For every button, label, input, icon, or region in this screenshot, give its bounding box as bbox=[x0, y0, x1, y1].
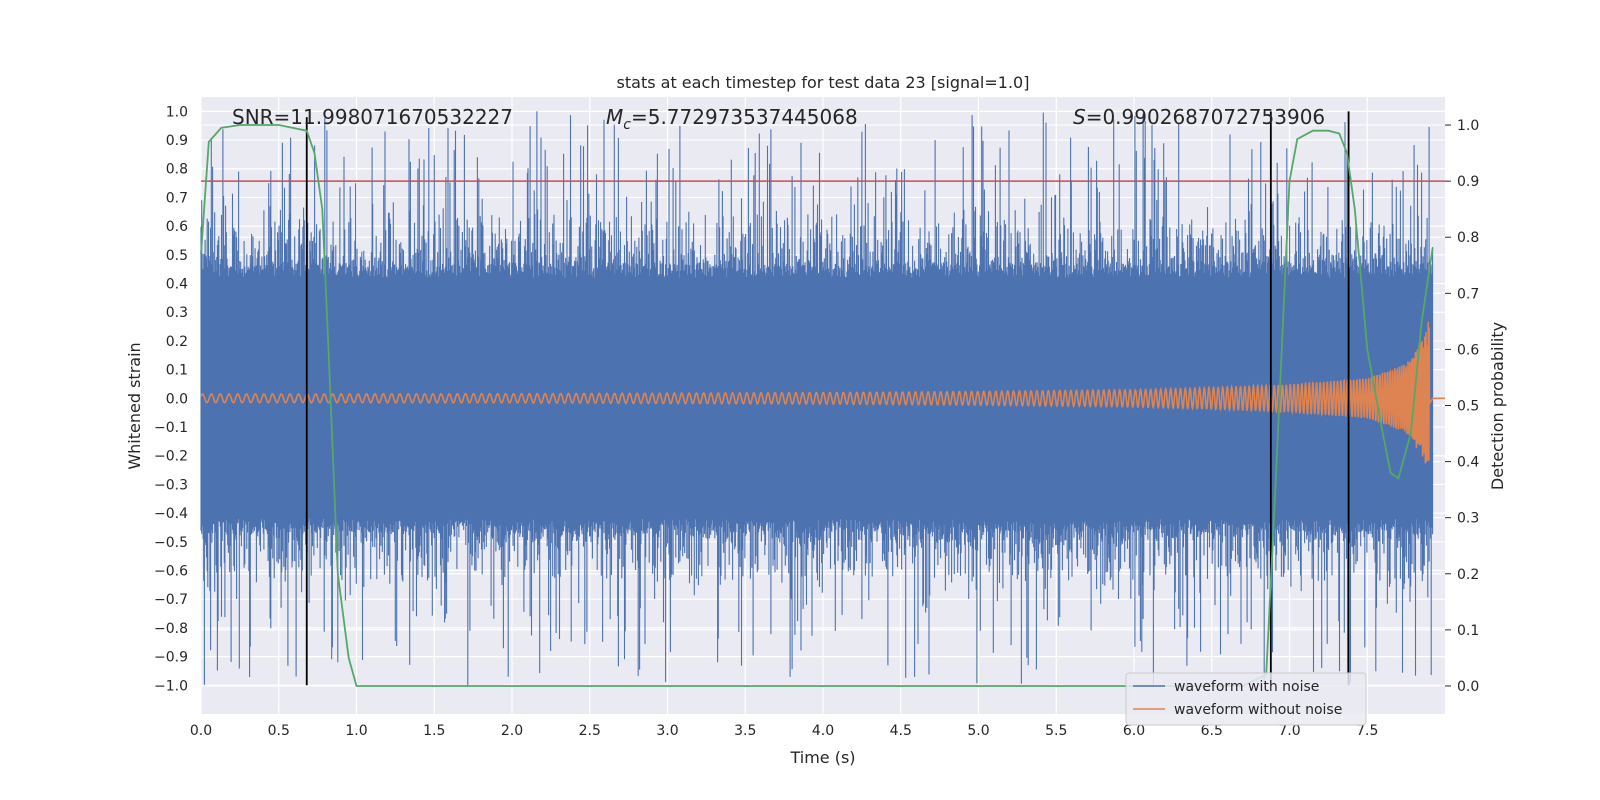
x-tick-label: 5.5 bbox=[1045, 723, 1067, 739]
y-tick-label: −1.0 bbox=[154, 678, 188, 694]
score-symbol: S bbox=[1073, 105, 1086, 129]
y-right-tick-label: 0.2 bbox=[1457, 567, 1479, 583]
x-tick-label: 2.5 bbox=[579, 723, 601, 739]
y-tick-label: −0.6 bbox=[154, 564, 188, 580]
legend-label-noise: waveform with noise bbox=[1174, 679, 1319, 695]
x-tick-label: 1.0 bbox=[345, 723, 367, 739]
score-annotation: S=0.9902687072753906 bbox=[1073, 105, 1325, 129]
y-tick-label: 0.9 bbox=[166, 133, 188, 149]
y-right-tick-label: 0.8 bbox=[1457, 230, 1479, 246]
y-right-tick-label: 1.0 bbox=[1457, 118, 1479, 134]
y-tick-label: 0.5 bbox=[166, 248, 188, 264]
legend-box bbox=[1125, 672, 1367, 726]
y-tick-label: 0.3 bbox=[166, 305, 188, 321]
y-tick-label: 0.6 bbox=[166, 219, 188, 235]
x-tick-label: 2.0 bbox=[501, 723, 523, 739]
chirp-mass-annotation: Mc=5.772973537445068 bbox=[606, 105, 858, 133]
x-axis-ticks: 0.0 0.5 1.0 1.5 2.0 2.5 3.0 3.5 4.0 4.5 5.0 5.5 6.0 6… bbox=[190, 723, 1379, 739]
series-waveform-without-noise bbox=[200, 321, 1445, 464]
y-right-tick-label: 0.0 bbox=[1457, 679, 1479, 695]
y-axis-label: Whitened strain bbox=[125, 342, 144, 469]
chirp-mass-value: =5.772973537445068 bbox=[631, 105, 858, 129]
x-tick-label: 7.0 bbox=[1278, 723, 1300, 739]
clean-waveform-line bbox=[200, 321, 1445, 464]
y-right-axis-ticks: 1.0 0.9 0.8 0.7 0.6 0.5 0.4 0.3 0.2 0.1 0.0 bbox=[1445, 118, 1479, 695]
x-tick-label: 3.0 bbox=[656, 723, 678, 739]
chirp-mass-symbol: M bbox=[606, 105, 623, 129]
y-right-axis-label: Detection probability bbox=[1488, 322, 1507, 490]
y-right-tick-label: 0.3 bbox=[1457, 511, 1479, 527]
chirp-mass-subscript: c bbox=[623, 117, 631, 133]
y-tick-label: −0.9 bbox=[154, 650, 188, 666]
y-tick-label: −0.4 bbox=[154, 506, 188, 522]
x-tick-label: 4.5 bbox=[890, 723, 912, 739]
y-tick-label: −0.1 bbox=[154, 420, 188, 436]
y-axis-ticks: 1.0 0.9 0.8 0.7 0.6 0.5 0.4 0.3 0.2 0.1 0.0 −0.1 −0.… bbox=[154, 104, 188, 694]
x-tick-label: 0.0 bbox=[190, 723, 212, 739]
score-value: =0.9902687072753906 bbox=[1086, 105, 1325, 129]
y-right-tick-label: 0.6 bbox=[1457, 342, 1479, 358]
y-tick-label: −0.2 bbox=[154, 449, 188, 465]
snr-annotation: SNR=11.998071670532227 bbox=[232, 105, 513, 129]
y-right-tick-label: 0.1 bbox=[1457, 623, 1479, 639]
y-right-tick-label: 0.5 bbox=[1457, 399, 1479, 415]
x-tick-label: 1.5 bbox=[423, 723, 445, 739]
x-tick-label: 7.5 bbox=[1356, 723, 1378, 739]
y-right-tick-label: 0.9 bbox=[1457, 174, 1479, 190]
y-tick-label: −0.8 bbox=[154, 621, 188, 637]
y-tick-label: 0.4 bbox=[166, 277, 188, 293]
x-tick-label: 5.0 bbox=[967, 723, 989, 739]
y-tick-label: 0.8 bbox=[166, 162, 188, 178]
y-right-tick-label: 0.7 bbox=[1457, 286, 1479, 302]
y-tick-label: 0.2 bbox=[166, 334, 188, 350]
y-tick-label: 0.7 bbox=[166, 190, 188, 206]
y-tick-label: 0.0 bbox=[166, 391, 188, 407]
x-axis-label: Time (s) bbox=[789, 748, 855, 767]
y-tick-label: 0.1 bbox=[166, 363, 188, 379]
x-tick-label: 6.0 bbox=[1123, 723, 1145, 739]
legend: waveform with noise waveform without noi… bbox=[1125, 672, 1367, 726]
legend-label-clean: waveform without noise bbox=[1174, 702, 1342, 718]
y-tick-label: −0.3 bbox=[154, 477, 188, 493]
y-tick-label: −0.7 bbox=[154, 592, 188, 608]
x-tick-label: 6.5 bbox=[1201, 723, 1223, 739]
x-tick-label: 4.0 bbox=[812, 723, 834, 739]
y-tick-label: −0.5 bbox=[154, 535, 188, 551]
x-tick-label: 0.5 bbox=[268, 723, 290, 739]
y-tick-label: 1.0 bbox=[166, 104, 188, 120]
y-right-tick-label: 0.4 bbox=[1457, 455, 1479, 471]
x-tick-label: 3.5 bbox=[734, 723, 756, 739]
chart-title: stats at each timestep for test data 23 … bbox=[617, 73, 1030, 92]
